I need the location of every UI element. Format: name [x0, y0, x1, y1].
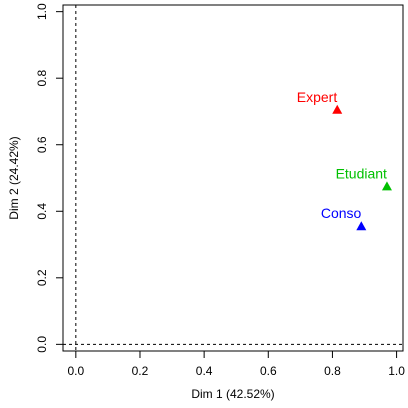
y-tick-label: 0.4: [35, 203, 49, 220]
point-label-etudiant: Etudiant: [336, 165, 387, 181]
x-axis-label: Dim 1 (42.52%): [191, 387, 274, 401]
x-tick-label: 0.8: [324, 364, 341, 378]
points: Expert Etudiant Conso: [297, 89, 392, 231]
x-tick-label: 0.6: [260, 364, 277, 378]
y-tick-label: 0.6: [35, 136, 49, 153]
point-label-expert: Expert: [297, 89, 338, 105]
point-conso: [356, 221, 367, 231]
y-tick-label: 0.0: [35, 336, 49, 353]
x-tick-label: 0.0: [67, 364, 84, 378]
y-axis-label: Dim 2 (24.42%): [7, 136, 21, 219]
x-tick-label: 1.0: [388, 364, 405, 378]
x-tick-label: 0.4: [196, 364, 213, 378]
point-etudiant: [381, 181, 392, 191]
point-expert: [332, 104, 343, 114]
x-tick-label: 0.2: [132, 364, 149, 378]
y-tick-label: 1.0: [35, 3, 49, 20]
point-label-conso: Conso: [321, 205, 362, 221]
x-axis: 0.0 0.2 0.4 0.6 0.8 1.0: [67, 350, 405, 378]
y-axis: 0.0 0.2 0.4 0.6 0.8 1.0: [35, 3, 64, 353]
reference-lines: [63, 5, 403, 351]
y-tick-label: 0.2: [35, 269, 49, 286]
y-tick-label: 0.8: [35, 70, 49, 87]
